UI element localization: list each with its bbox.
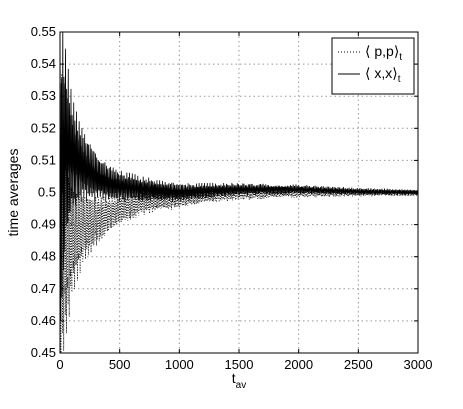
x-axis-label-sub: av [236,380,247,391]
y-tick-label: 0.46 [31,313,56,328]
y-tick-label: 0.55 [31,24,56,39]
legend-entry-pp-label: ⟨ p,p⟩ [365,43,399,59]
legend: ⟨ p,p⟩t ⟨ x,x⟩t [331,37,415,95]
y-axis-label: time averages [5,149,21,237]
series-line-xx [59,31,419,321]
legend-entry-pp: ⟨ p,p⟩t [365,43,402,63]
x-axis-label-main: t [232,370,236,386]
x-tick-label: 1500 [225,357,254,372]
tick-labels: 0 500 1000 1500 2000 2500 3000 0.45 0.46 0.47 0.48… [31,24,433,372]
x-tick-label: 3000 [404,357,433,372]
legend-entry-pp-sub: t [399,52,402,63]
x-tick-label: 500 [109,357,131,372]
x-tick-label: 1000 [165,357,194,372]
y-tick-label: 0.51 [31,152,56,167]
y-tick-label: 0.48 [31,249,56,264]
x-tick-label: 2500 [344,357,373,372]
y-tick-label: 0.45 [31,345,56,360]
legend-box [331,37,415,95]
series-layer [59,31,419,354]
y-tick-label: 0.49 [31,217,56,232]
y-tick-label: 0.53 [31,88,56,103]
y-tick-label: 0.52 [31,120,56,135]
legend-entry-xx-sub: t [398,74,401,85]
x-tick-label: 2000 [284,357,313,372]
x-axis-label: tav [232,370,246,391]
axis-ticks [59,31,419,354]
y-tick-label: 0.5 [38,185,56,200]
legend-entry-xx: ⟨ x,x⟩t [365,65,401,85]
legend-entry-xx-label: ⟨ x,x⟩ [365,65,398,81]
y-tick-label: 0.54 [31,56,56,71]
y-tick-label: 0.47 [31,281,56,296]
x-tick-label: 0 [56,357,63,372]
